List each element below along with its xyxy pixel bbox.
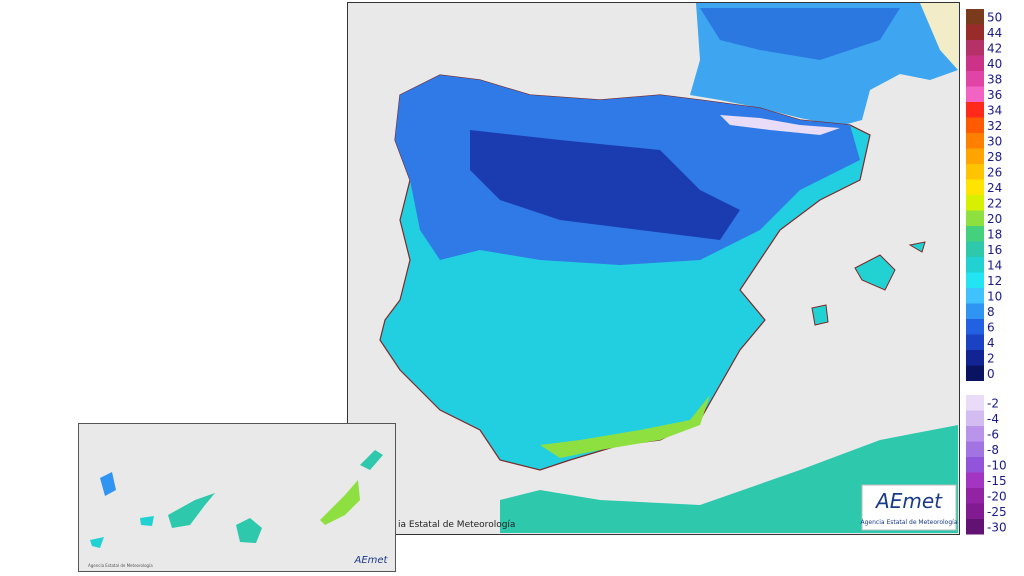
legend: 5044424038363432302826242220181614121086… — [966, 9, 1007, 535]
legend-swatch — [966, 488, 984, 504]
legend-swatch — [966, 71, 984, 87]
legend-label: 18 — [987, 227, 1002, 241]
legend-label: 34 — [987, 103, 1002, 117]
legend-label: 4 — [987, 336, 995, 350]
legend-label: -10 — [987, 458, 1007, 472]
legend-swatch — [966, 395, 984, 411]
legend-label: 36 — [987, 88, 1002, 102]
legend-label: 26 — [987, 165, 1002, 179]
island — [168, 493, 215, 528]
legend-label: 6 — [987, 320, 995, 334]
legend-label: 22 — [987, 196, 1002, 210]
legend-swatch — [966, 24, 984, 40]
legend-label: 30 — [987, 134, 1002, 148]
legend-label: 2 — [987, 351, 995, 365]
island — [360, 450, 383, 470]
legend-swatch — [966, 226, 984, 242]
balearic-island — [854, 254, 896, 291]
legend-swatch — [966, 210, 984, 226]
legend-swatch — [966, 241, 984, 257]
balearic-island — [811, 304, 829, 326]
balearic-island — [908, 241, 926, 253]
legend-swatch — [966, 179, 984, 195]
legend-label: -15 — [987, 474, 1007, 488]
legend-swatch — [966, 195, 984, 211]
legend-swatch — [966, 303, 984, 319]
legend-label: 40 — [987, 57, 1002, 71]
legend-label: 38 — [987, 72, 1002, 86]
logo-subtitle: Agencia Estatal de Meteorología — [861, 519, 958, 526]
legend-swatch — [966, 365, 984, 381]
legend-swatch — [966, 441, 984, 457]
legend-swatch — [966, 40, 984, 56]
legend-swatch — [966, 117, 984, 133]
pyrenees-snow-area — [720, 115, 840, 135]
legend-swatch — [966, 9, 984, 25]
legend-swatch — [966, 503, 984, 519]
legend-swatch — [966, 164, 984, 180]
legend-swatch — [966, 133, 984, 149]
legend-label: 44 — [987, 26, 1002, 40]
legend-label: -25 — [987, 505, 1007, 519]
inset-map-frame — [78, 423, 396, 572]
legend-label: -4 — [987, 412, 999, 426]
inset-logo: AEmet — [354, 555, 389, 566]
legend-label: 14 — [987, 258, 1002, 272]
legend-label: -20 — [987, 489, 1007, 503]
inset-credit: Agencia Estatal de Meteorología — [88, 563, 153, 568]
legend-label: 16 — [987, 243, 1002, 257]
legend-label: 24 — [987, 181, 1002, 195]
africa-area — [500, 425, 958, 533]
legend-swatch — [966, 55, 984, 71]
legend-label: 10 — [987, 289, 1002, 303]
legend-label: 12 — [987, 274, 1002, 288]
logo: AEmet — [874, 489, 943, 513]
island — [236, 518, 262, 543]
france-cold-area — [700, 8, 900, 60]
legend-label: 0 — [987, 367, 995, 381]
legend-swatch — [966, 426, 984, 442]
south-coast-warm-area — [540, 395, 710, 458]
legend-label: 50 — [987, 10, 1002, 24]
legend-swatch — [966, 288, 984, 304]
legend-swatch — [966, 148, 984, 164]
legend-label: -2 — [987, 396, 999, 410]
north-colder-area — [470, 130, 740, 240]
legend-swatch — [966, 457, 984, 473]
island — [100, 472, 116, 496]
legend-swatch — [966, 102, 984, 118]
legend-swatch — [966, 334, 984, 350]
legend-swatch — [966, 272, 984, 288]
credit: ia Estatal de Meteorología — [398, 520, 515, 530]
legend-swatch — [966, 319, 984, 335]
legend-swatch — [966, 257, 984, 273]
legend-label: 42 — [987, 41, 1002, 55]
island — [140, 516, 154, 526]
legend-label: -8 — [987, 443, 999, 457]
legend-swatch — [966, 410, 984, 426]
legend-label: -6 — [987, 427, 999, 441]
island — [320, 480, 360, 525]
legend-swatch — [966, 519, 984, 535]
legend-swatch — [966, 472, 984, 488]
logo-box — [861, 484, 957, 531]
island — [90, 537, 104, 548]
legend-swatch — [966, 350, 984, 366]
legend-label: -30 — [987, 520, 1007, 534]
legend-label: 28 — [987, 150, 1002, 164]
switzerland-area — [920, 3, 958, 70]
legend-label: 20 — [987, 212, 1002, 226]
legend-label: 32 — [987, 119, 1002, 133]
legend-swatch — [966, 86, 984, 102]
legend-label: 8 — [987, 305, 995, 319]
